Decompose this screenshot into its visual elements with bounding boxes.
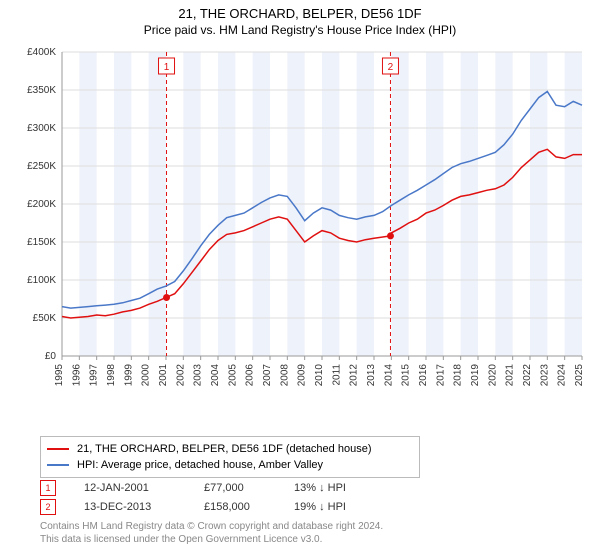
svg-text:2008: 2008 [279, 364, 290, 387]
chart-legend: 21, THE ORCHARD, BELPER, DE56 1DF (detac… [40, 436, 420, 478]
svg-text:2015: 2015 [401, 364, 412, 387]
page-title: 21, THE ORCHARD, BELPER, DE56 1DF [0, 0, 600, 21]
sales-table: 1 12-JAN-2001£77,00013% ↓ HPI 2 13-DEC-2013… [40, 478, 394, 516]
svg-text:1: 1 [164, 62, 170, 73]
sale-delta: 19% ↓ HPI [294, 501, 394, 513]
sale-price: £158,000 [204, 501, 294, 513]
sale-date: 12-JAN-2001 [84, 482, 204, 494]
legend-swatch [47, 464, 69, 466]
legend-swatch [47, 448, 69, 450]
svg-text:2020: 2020 [487, 364, 498, 387]
svg-text:2001: 2001 [158, 364, 169, 387]
legend-label: HPI: Average price, detached house, Ambe… [77, 459, 323, 471]
sale-row: 2 13-DEC-2013£158,00019% ↓ HPI [40, 497, 394, 516]
svg-text:2013: 2013 [366, 364, 377, 387]
svg-text:1996: 1996 [71, 364, 82, 387]
svg-text:2006: 2006 [245, 364, 256, 387]
svg-text:£400K: £400K [27, 47, 56, 58]
svg-text:1997: 1997 [89, 364, 100, 387]
svg-text:2024: 2024 [557, 364, 568, 387]
legend-label: 21, THE ORCHARD, BELPER, DE56 1DF (detac… [77, 443, 371, 455]
svg-text:1995: 1995 [54, 364, 65, 387]
sale-badge: 1 [40, 480, 56, 496]
price-chart: £0 £50K £100K £150K £200K £250K £300K £350K £400… [10, 44, 590, 424]
svg-text:2022: 2022 [522, 364, 533, 387]
svg-text:£200K: £200K [27, 199, 56, 210]
sale-date: 13-DEC-2013 [84, 501, 204, 513]
svg-text:£250K: £250K [27, 161, 56, 172]
svg-text:2000: 2000 [141, 364, 152, 387]
page-subtitle: Price paid vs. HM Land Registry's House … [0, 21, 600, 37]
attribution-line: Contains HM Land Registry data © Crown c… [40, 520, 383, 533]
sale-delta: 13% ↓ HPI [294, 482, 394, 494]
sale-row: 1 12-JAN-2001£77,00013% ↓ HPI [40, 478, 394, 497]
attribution-text: Contains HM Land Registry data © Crown c… [40, 520, 383, 546]
svg-text:£300K: £300K [27, 123, 56, 134]
svg-text:2003: 2003 [193, 364, 204, 387]
svg-text:2010: 2010 [314, 364, 325, 387]
legend-row: HPI: Average price, detached house, Ambe… [47, 457, 413, 473]
svg-text:2017: 2017 [435, 364, 446, 387]
legend-row: 21, THE ORCHARD, BELPER, DE56 1DF (detac… [47, 441, 413, 457]
svg-text:2011: 2011 [331, 364, 342, 386]
sale-badge: 2 [40, 499, 56, 515]
svg-text:£0: £0 [45, 351, 57, 362]
svg-text:£100K: £100K [27, 275, 56, 286]
svg-text:2025: 2025 [574, 364, 585, 387]
svg-text:2: 2 [388, 62, 394, 73]
svg-text:2005: 2005 [227, 364, 238, 387]
attribution-line: This data is licensed under the Open Gov… [40, 533, 383, 546]
svg-text:£150K: £150K [27, 237, 56, 248]
svg-text:2023: 2023 [539, 364, 550, 387]
svg-text:2018: 2018 [453, 364, 464, 387]
svg-text:2014: 2014 [383, 364, 394, 387]
svg-text:2021: 2021 [505, 364, 516, 387]
svg-text:£50K: £50K [33, 313, 57, 324]
svg-text:2007: 2007 [262, 364, 273, 387]
svg-text:2019: 2019 [470, 364, 481, 387]
svg-text:£350K: £350K [27, 85, 56, 96]
svg-text:2016: 2016 [418, 364, 429, 387]
svg-text:2012: 2012 [349, 364, 360, 387]
svg-text:2004: 2004 [210, 364, 221, 387]
svg-text:2002: 2002 [175, 364, 186, 387]
svg-text:1998: 1998 [106, 364, 117, 387]
page: 21, THE ORCHARD, BELPER, DE56 1DF Price … [0, 0, 600, 560]
sale-price: £77,000 [204, 482, 294, 494]
svg-text:1999: 1999 [123, 364, 134, 387]
svg-text:2009: 2009 [297, 364, 308, 387]
